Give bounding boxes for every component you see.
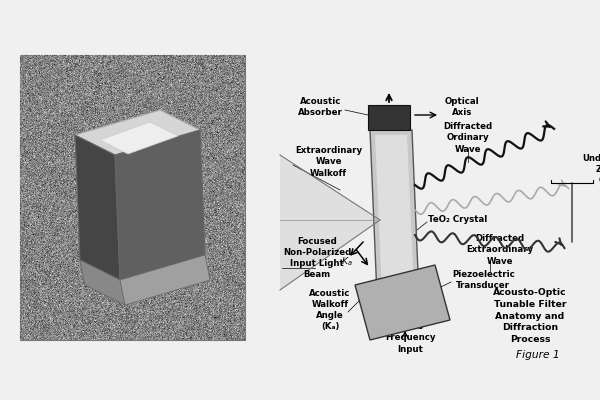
Text: Undiffracted
Zeroth
Order
Beam: Undiffracted Zeroth Order Beam xyxy=(582,154,600,196)
Text: Acoustic
Walkoff
Angle
(Kₐ): Acoustic Walkoff Angle (Kₐ) xyxy=(310,289,350,331)
Polygon shape xyxy=(370,130,420,320)
Text: Optical
Axis: Optical Axis xyxy=(445,97,479,117)
Text: Diffracted
Extraordinary
Wave: Diffracted Extraordinary Wave xyxy=(466,234,533,266)
Polygon shape xyxy=(100,122,178,154)
Polygon shape xyxy=(355,265,450,340)
Polygon shape xyxy=(115,130,205,280)
Bar xyxy=(20,55,245,340)
Text: Acousto-Optic
Tunable Filter
Anatomy and
Diffraction
Process: Acousto-Optic Tunable Filter Anatomy and… xyxy=(493,288,567,344)
Bar xyxy=(368,105,410,130)
Text: $K_a$: $K_a$ xyxy=(341,256,353,268)
Polygon shape xyxy=(375,135,415,315)
Text: Focused
Non-Polarized
Input Light
Beam: Focused Non-Polarized Input Light Beam xyxy=(283,237,351,279)
Polygon shape xyxy=(80,260,125,305)
Text: Piezoelectric
Transducer: Piezoelectric Transducer xyxy=(452,270,515,290)
Text: Diffracted
Ordinary
Wave: Diffracted Ordinary Wave xyxy=(443,122,493,154)
Polygon shape xyxy=(75,135,120,280)
Polygon shape xyxy=(280,155,380,290)
Polygon shape xyxy=(75,110,200,155)
Text: TeO₂ Crystal: TeO₂ Crystal xyxy=(428,216,487,224)
Polygon shape xyxy=(120,255,210,305)
Text: Acoustic
Absorber: Acoustic Absorber xyxy=(298,97,343,117)
Text: Figure 1: Figure 1 xyxy=(516,350,560,360)
Text: Extraordinary
Wave
Walkoff: Extraordinary Wave Walkoff xyxy=(295,146,362,178)
Text: Radio
Frequency
Input: Radio Frequency Input xyxy=(385,322,435,354)
